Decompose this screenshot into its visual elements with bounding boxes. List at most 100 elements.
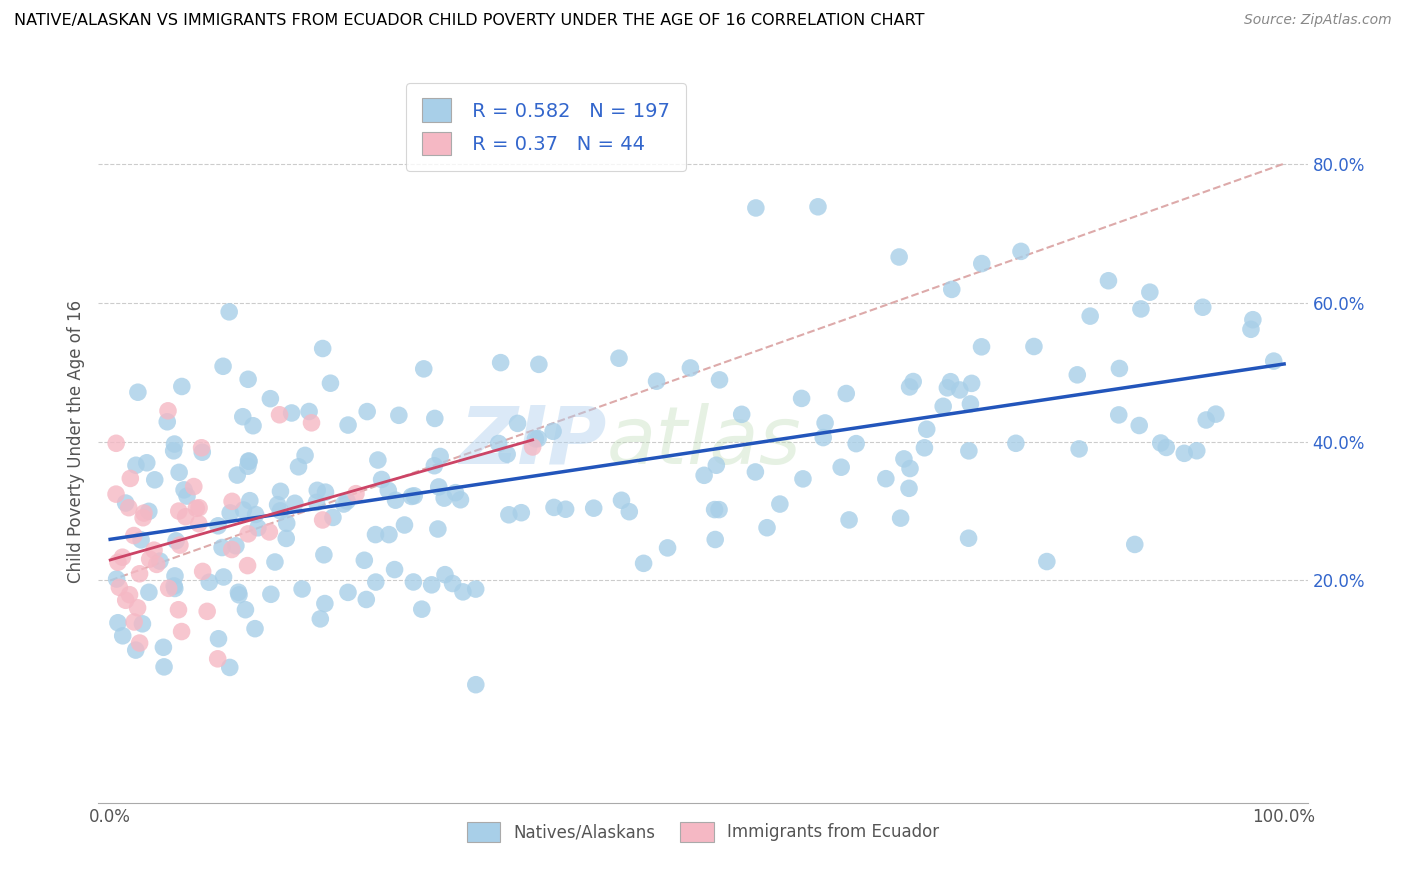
Point — [211, 541, 233, 555]
Point — [228, 585, 250, 599]
Point — [464, 678, 486, 692]
Point — [541, 425, 564, 439]
Point — [127, 600, 149, 615]
Point — [704, 533, 727, 547]
Point — [957, 443, 980, 458]
Point — [314, 485, 336, 500]
Point — [411, 602, 433, 616]
Point — [731, 408, 754, 422]
Point — [322, 510, 344, 524]
Point — [225, 539, 247, 553]
Point — [156, 404, 179, 418]
Point — [242, 418, 264, 433]
Point — [402, 574, 425, 589]
Point — [1022, 339, 1045, 353]
Point — [312, 548, 335, 562]
Point — [959, 397, 981, 411]
Point — [427, 480, 450, 494]
Point — [114, 496, 136, 510]
Point — [212, 359, 235, 374]
Text: NATIVE/ALASKAN VS IMMIGRANTS FROM ECUADOR CHILD POVERTY UNDER THE AGE OF 16 CORR: NATIVE/ALASKAN VS IMMIGRANTS FROM ECUADO… — [14, 13, 925, 29]
Point — [122, 528, 145, 542]
Point — [157, 582, 180, 596]
Point — [301, 416, 323, 430]
Point — [111, 629, 134, 643]
Point — [610, 493, 633, 508]
Point — [890, 511, 912, 525]
Point — [143, 473, 166, 487]
Point — [314, 597, 336, 611]
Point — [607, 351, 630, 366]
Point — [183, 479, 205, 493]
Point — [814, 416, 837, 430]
Y-axis label: Child Poverty Under the Age of 16: Child Poverty Under the Age of 16 — [66, 300, 84, 583]
Point — [1108, 408, 1130, 422]
Point — [266, 498, 288, 512]
Point — [276, 532, 298, 546]
Point — [125, 643, 148, 657]
Point — [187, 516, 209, 531]
Point — [1005, 436, 1028, 450]
Point — [212, 570, 235, 584]
Point — [496, 447, 519, 461]
Point — [287, 459, 309, 474]
Point — [236, 459, 259, 474]
Point — [332, 497, 354, 511]
Point — [264, 555, 287, 569]
Point — [1173, 446, 1195, 460]
Point — [704, 458, 727, 473]
Point — [105, 487, 128, 501]
Point — [163, 437, 186, 451]
Point — [191, 445, 214, 459]
Point — [510, 506, 533, 520]
Point — [143, 543, 166, 558]
Point — [420, 578, 443, 592]
Point — [384, 493, 406, 508]
Point — [176, 489, 198, 503]
Point — [167, 603, 190, 617]
Point — [889, 250, 911, 264]
Point — [1185, 443, 1208, 458]
Point — [1010, 244, 1032, 259]
Point — [337, 418, 360, 433]
Point — [619, 505, 641, 519]
Point — [506, 417, 529, 431]
Point — [1069, 442, 1091, 456]
Point — [932, 400, 955, 414]
Point — [1241, 312, 1264, 326]
Point — [169, 538, 191, 552]
Point — [105, 572, 128, 586]
Point — [195, 604, 218, 618]
Point — [433, 491, 456, 505]
Point — [489, 356, 512, 370]
Point — [901, 375, 924, 389]
Point — [337, 585, 360, 599]
Point — [543, 500, 565, 515]
Point — [291, 582, 314, 596]
Point — [259, 524, 281, 539]
Point — [284, 496, 307, 510]
Point — [218, 660, 240, 674]
Point — [236, 526, 259, 541]
Point — [441, 576, 464, 591]
Point — [941, 282, 963, 296]
Point — [111, 550, 134, 565]
Point — [138, 585, 160, 599]
Point — [970, 340, 993, 354]
Point — [1129, 301, 1152, 316]
Point — [238, 454, 260, 468]
Text: atlas: atlas — [606, 402, 801, 481]
Point — [1150, 436, 1173, 450]
Point — [404, 489, 426, 503]
Point — [1097, 274, 1119, 288]
Point — [190, 441, 212, 455]
Point — [838, 513, 860, 527]
Point — [120, 471, 142, 485]
Point — [709, 373, 731, 387]
Point — [707, 502, 730, 516]
Point — [377, 483, 399, 498]
Point — [207, 652, 229, 666]
Point — [127, 385, 149, 400]
Point — [186, 501, 208, 516]
Point — [356, 404, 378, 418]
